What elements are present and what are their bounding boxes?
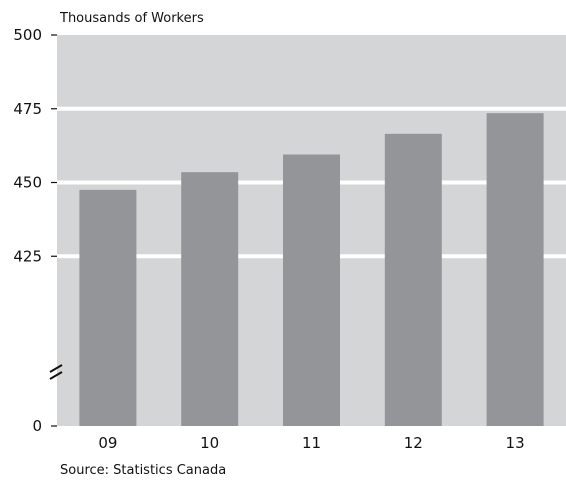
- y-tick-label-0: 0: [32, 417, 42, 435]
- bar-09: [79, 189, 137, 426]
- bar-10: [181, 172, 239, 426]
- x-axis-labels: 09 10 11 12 13: [98, 434, 524, 452]
- x-tick-label-10: 10: [200, 434, 219, 452]
- bar-12: [384, 133, 442, 426]
- axis-break-marker: [49, 364, 63, 380]
- bars: [79, 113, 544, 427]
- y-tick-label-425: 425: [13, 247, 42, 265]
- x-tick-label-13: 13: [506, 434, 525, 452]
- y-tick-label-450: 450: [13, 174, 42, 192]
- bar-11: [283, 154, 340, 426]
- source-note: Source: Statistics Canada: [60, 463, 226, 478]
- y-axis-title: Thousands of Workers: [59, 11, 204, 26]
- x-tick-label-12: 12: [404, 434, 423, 452]
- y-tick-label-500: 500: [13, 26, 42, 44]
- x-tick-label-11: 11: [302, 434, 321, 452]
- y-tick-label-475: 475: [13, 100, 42, 118]
- bar-13: [486, 113, 544, 427]
- y-axis: 500 475 450 425 0: [13, 26, 63, 435]
- x-tick-label-09: 09: [98, 434, 117, 452]
